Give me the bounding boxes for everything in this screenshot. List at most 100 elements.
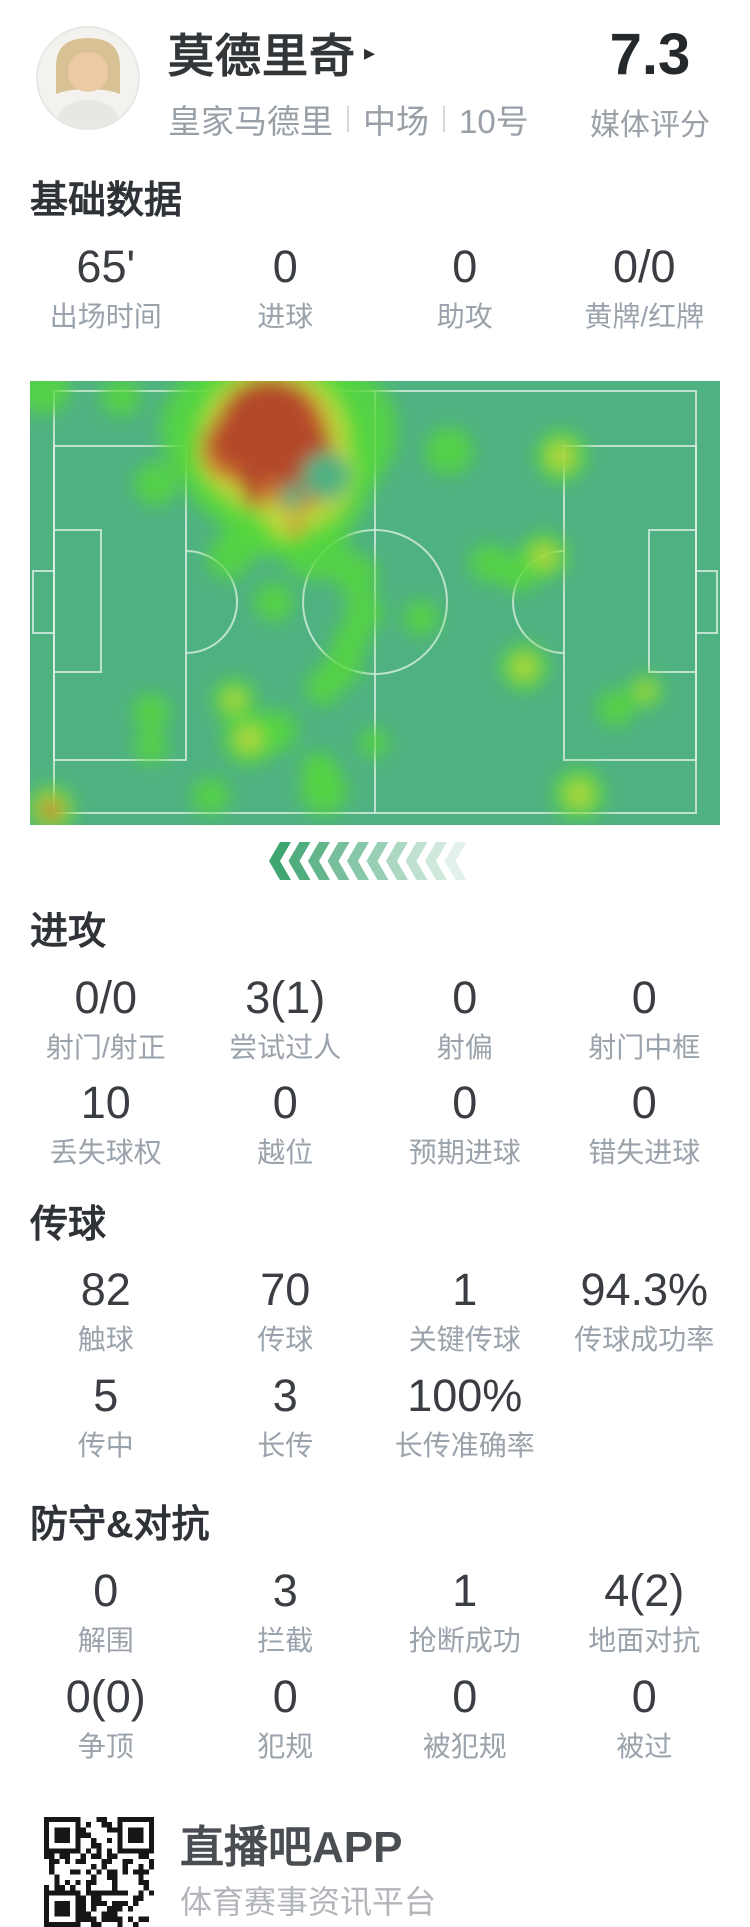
qr-module: [44, 1832, 50, 1839]
stat-value: 1: [452, 1264, 478, 1316]
qr-module: [101, 1817, 107, 1823]
stat-cell: 65' 出场时间: [16, 240, 196, 334]
qr-module: [106, 1838, 113, 1844]
heat-blob-green: [254, 582, 294, 623]
section-title: 进攻: [30, 911, 107, 954]
qr-module: [106, 1890, 113, 1896]
qr-module: [85, 1885, 92, 1891]
chevron-left-icon: [327, 842, 350, 881]
qr-module: [70, 1869, 76, 1875]
qr-module: [96, 1848, 102, 1854]
qr-module: [64, 1890, 71, 1896]
qr-module: [138, 1916, 144, 1922]
heat-blob-hole: [302, 452, 350, 501]
player-name-row[interactable]: 莫德里奇 ▸: [168, 30, 529, 83]
heat-blob-yellow: [566, 781, 592, 808]
qr-module: [64, 1848, 71, 1854]
stat-cell: 0 越位: [196, 1076, 376, 1170]
player-avatar: [36, 26, 140, 130]
qr-module: [117, 1843, 123, 1849]
qr-module: [85, 1911, 92, 1917]
qr-module: [117, 1921, 123, 1927]
qr-module: [96, 1921, 102, 1927]
qr-module: [143, 1817, 149, 1823]
qr-module: [75, 1906, 81, 1912]
heat-blob-yellow: [236, 726, 262, 753]
stat-label: 越位: [257, 1137, 314, 1169]
qr-module: [101, 1864, 107, 1870]
qr-module: [148, 1832, 154, 1839]
qr-module: [101, 1890, 107, 1896]
qr-module: [70, 1848, 76, 1854]
qr-module: [122, 1848, 128, 1854]
qr-module: [54, 1911, 60, 1917]
qr-module: [96, 1895, 102, 1901]
qr-module: [133, 1869, 139, 1875]
qr-module: [75, 1859, 81, 1865]
stat-value: 0: [631, 1670, 657, 1722]
qr-module: [49, 1853, 55, 1860]
stats-section: 防守&对抗 0 解围 3 拦截 1 抢断成功 4(2) 地面对抗 0(0) 争顶 0 犯规 0 被犯规 0 被过: [0, 1502, 750, 1763]
qr-module: [133, 1895, 139, 1901]
qr-module: [91, 1906, 97, 1912]
qr-module: [44, 1817, 50, 1823]
stat-value: 4(2): [604, 1564, 685, 1616]
stat-value: 3(1): [245, 971, 326, 1023]
qr-module: [59, 1900, 65, 1907]
stat-value: 3: [272, 1369, 298, 1421]
heat-blob-yellow: [532, 544, 556, 569]
qr-module: [59, 1827, 65, 1833]
qr-module: [143, 1880, 149, 1886]
name-arrow-icon: ▸: [364, 40, 376, 65]
heat-blob-green: [334, 553, 378, 598]
qr-module: [112, 1890, 118, 1896]
qr-module: [91, 1843, 97, 1849]
qr-module: [112, 1916, 118, 1922]
qr-module: [80, 1895, 86, 1901]
qr-module: [80, 1859, 86, 1865]
qr-module: [138, 1869, 144, 1875]
qr-module: [148, 1864, 154, 1870]
qr-module: [80, 1832, 86, 1839]
stats-row: 0/0 射门/射正 3(1) 尝试过人 0 射偏 0 射门中框: [0, 971, 750, 1065]
qr-module: [106, 1916, 113, 1922]
qr-module: [49, 1869, 55, 1875]
qr-module: [91, 1838, 97, 1844]
qr-module: [44, 1843, 50, 1849]
stat-cell: 94.3% 传球成功率: [555, 1263, 735, 1357]
stat-cell: 0 被犯规: [375, 1670, 555, 1764]
qr-module: [64, 1900, 71, 1907]
qr-module: [122, 1864, 128, 1870]
heat-blob-red: [44, 806, 56, 819]
qr-module: [91, 1853, 97, 1860]
qr-module: [44, 1822, 50, 1828]
qr-module: [133, 1900, 139, 1907]
qr-module: [133, 1827, 139, 1833]
qr-module: [49, 1817, 55, 1823]
heat-blob-red: [245, 490, 263, 509]
qr-module: [70, 1890, 76, 1896]
qr-module: [112, 1880, 118, 1886]
chevron-left-icon: [425, 842, 447, 881]
rating-label: 媒体评分: [590, 109, 710, 142]
qr-module: [54, 1859, 60, 1865]
qr-module: [54, 1832, 60, 1839]
qr-module: [59, 1817, 65, 1823]
qr-module: [54, 1838, 60, 1844]
team-name: 皇家马德里: [168, 102, 333, 140]
stat-cell: 0 解围: [16, 1564, 196, 1658]
stat-label: 射门中框: [588, 1031, 701, 1063]
qr-module: [143, 1916, 149, 1922]
stat-cell: 0 犯规: [196, 1670, 376, 1764]
qr-module: [91, 1900, 97, 1907]
qr-module: [127, 1906, 134, 1912]
heat-blob-green: [192, 777, 230, 816]
stat-label: 进球: [257, 300, 314, 332]
stat-value: 0/0: [74, 971, 138, 1023]
qr-module: [96, 1843, 102, 1849]
qr-module: [96, 1900, 102, 1907]
app-tagline: 体育赛事资讯平台: [180, 1884, 437, 1921]
stats-section: 传球 82 触球 70 传球 1 关键传球 94.3% 传球成功率 5 传中 3 长传 100% 长传准确率: [0, 1202, 750, 1463]
qr-module: [148, 1890, 154, 1896]
